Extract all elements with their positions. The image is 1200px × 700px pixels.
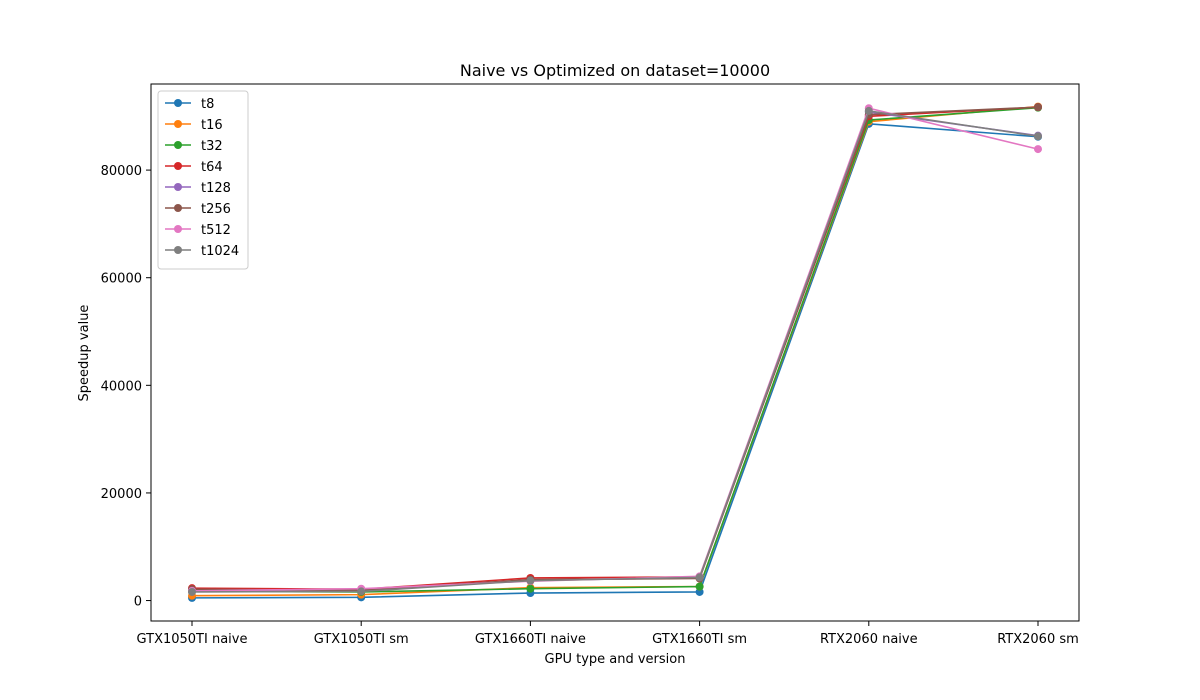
legend-marker (174, 246, 182, 254)
legend-item: t32 (165, 139, 223, 154)
series-line (191, 111, 1039, 592)
data-point (526, 576, 535, 585)
data-point (864, 106, 873, 115)
y-axis: 0 20000 40000 60000 80000 (101, 164, 151, 610)
series-t512 (188, 104, 1042, 595)
chart-title: Naive vs Optimized on dataset=10000 (460, 61, 770, 80)
legend-label: t1024 (201, 244, 239, 259)
legend-item: t8 (165, 97, 214, 112)
axes-frame (150, 83, 1080, 622)
series-t32 (188, 103, 1042, 596)
series-line (191, 107, 1039, 592)
series-t256 (188, 103, 1042, 595)
legend: t8 t16 t32 t64 t128 t256 t512 t1024 (157, 90, 249, 270)
legend-item: t512 (165, 223, 231, 238)
legend-box (157, 90, 249, 270)
series-t64 (188, 103, 1042, 594)
x-tick-label: GTX1660TI naive (475, 632, 586, 647)
legend-label: t128 (201, 181, 231, 196)
series-t8 (188, 119, 1042, 602)
legend-marker (174, 225, 182, 233)
y-tick-label: 40000 (101, 379, 142, 394)
series-t1024 (188, 106, 1042, 596)
series-t16 (188, 102, 1042, 600)
legend-label: t256 (201, 202, 231, 217)
x-axis: GTX1050TI naive GTX1050TI sm GTX1660TI nai… (137, 621, 1079, 647)
series-line (191, 106, 1039, 591)
data-point (695, 582, 704, 591)
data-point (526, 584, 535, 593)
data-point (1034, 103, 1042, 112)
legend-marker (174, 120, 182, 128)
series-line (191, 106, 1039, 593)
legend-marker (174, 99, 182, 107)
y-tick-label: 80000 (101, 164, 142, 179)
data-point (1034, 145, 1042, 154)
series-line (191, 106, 1039, 592)
x-tick-label: GTX1050TI naive (137, 632, 248, 647)
legend-marker (174, 204, 182, 212)
legend-marker (174, 162, 182, 170)
legend-item: t128 (165, 181, 231, 196)
x-tick-label: RTX2060 naive (820, 632, 918, 647)
data-point (1034, 132, 1042, 141)
legend-item: t1024 (165, 244, 239, 259)
legend-item: t16 (165, 118, 223, 133)
x-tick-label: GTX1660TI sm (652, 632, 747, 647)
data-point (695, 573, 704, 582)
x-tick-label: RTX2060 sm (997, 632, 1079, 647)
x-tick-label: GTX1050TI sm (314, 632, 409, 647)
y-tick-label: 0 (134, 595, 142, 610)
legend-item: t64 (165, 160, 223, 175)
legend-label: t512 (201, 223, 231, 238)
y-axis-label: Speedup value (77, 305, 92, 402)
y-tick-label: 60000 (101, 272, 142, 287)
legend-label: t8 (201, 97, 214, 112)
data-point (357, 587, 366, 596)
legend-label: t32 (201, 139, 223, 154)
y-tick-label: 20000 (101, 487, 142, 502)
series-line (191, 110, 1039, 593)
series-line (191, 105, 1039, 597)
legend-marker (174, 141, 182, 149)
legend-label: t64 (201, 160, 223, 175)
plot-area (188, 102, 1042, 602)
legend-item: t256 (165, 202, 231, 217)
data-point (188, 587, 196, 596)
legend-marker (174, 183, 182, 191)
x-axis-label: GPU type and version (545, 652, 686, 667)
legend-label: t16 (201, 118, 223, 133)
series-line (191, 122, 1039, 599)
series-t128 (188, 107, 1042, 595)
